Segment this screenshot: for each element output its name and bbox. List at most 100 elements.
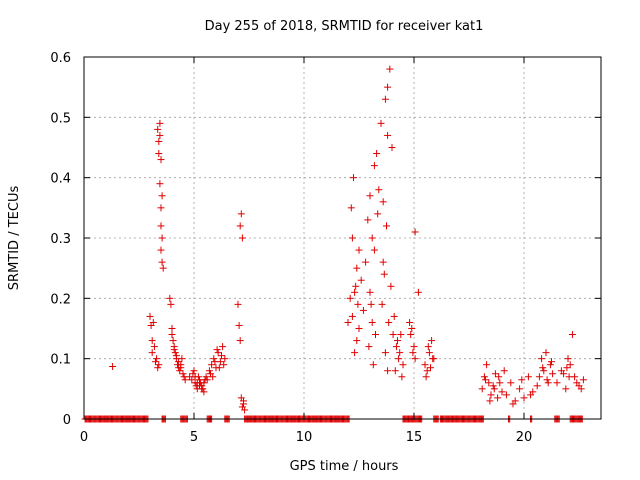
chart-title: Day 255 of 2018, SRMTID for receiver kat… — [205, 19, 484, 34]
data-point — [391, 367, 399, 375]
data-point — [348, 234, 356, 242]
data-point — [219, 343, 227, 351]
data-point — [357, 276, 365, 284]
data-point — [392, 343, 400, 351]
data-point — [383, 222, 390, 230]
data-point — [478, 385, 486, 393]
data-point — [498, 388, 506, 396]
data-point — [406, 318, 414, 326]
data-point — [527, 391, 535, 399]
data-point — [573, 379, 581, 387]
data-point — [368, 318, 376, 326]
data-point — [238, 234, 246, 242]
y-tick-label: 0 — [63, 413, 71, 428]
data-point — [211, 358, 219, 366]
data-point — [524, 373, 532, 381]
data-point — [235, 321, 243, 329]
data-point — [221, 355, 229, 363]
data-point — [365, 343, 373, 351]
data-point — [166, 294, 174, 302]
x-axis-label: GPS time / hours — [290, 459, 399, 474]
data-point — [407, 331, 415, 339]
data-point — [381, 349, 389, 357]
data-point — [496, 379, 504, 387]
data-point — [411, 355, 419, 363]
data-point — [410, 343, 418, 351]
data-point — [350, 174, 357, 182]
data-point — [548, 358, 555, 366]
data-point — [396, 349, 404, 357]
data-point — [486, 397, 494, 405]
data-point — [546, 361, 554, 369]
data-point — [347, 204, 355, 212]
data-point — [150, 343, 158, 351]
data-point — [359, 306, 367, 314]
data-point — [178, 355, 186, 363]
data-point — [568, 331, 576, 339]
data-point — [149, 318, 157, 326]
data-point — [429, 355, 437, 363]
data-point — [346, 294, 354, 302]
data-point — [354, 300, 362, 308]
data-point — [348, 312, 356, 320]
data-point — [386, 65, 394, 73]
data-point — [344, 318, 352, 326]
data-point — [388, 144, 396, 151]
data-point — [191, 373, 199, 381]
y-tick-label: 0.5 — [50, 111, 71, 126]
data-point — [152, 358, 159, 366]
data-point — [352, 282, 360, 290]
data-point — [362, 258, 370, 266]
data-point — [422, 373, 430, 381]
data-point — [489, 382, 497, 390]
y-tick-label: 0.1 — [50, 353, 71, 368]
data-point — [170, 346, 178, 354]
data-point — [414, 288, 422, 296]
data-point — [564, 355, 572, 363]
data-point — [200, 379, 208, 387]
data-point — [168, 325, 176, 332]
data-point — [394, 337, 401, 345]
data-point — [158, 258, 166, 266]
data-point — [353, 337, 361, 345]
data-point — [366, 192, 374, 200]
axis-ticks: 0 5 10 15 20 0 0.1 0.2 0.3 0.4 0.5 0.6 — [50, 51, 601, 445]
data-point — [540, 367, 548, 375]
data-point — [215, 364, 223, 372]
data-point — [181, 376, 189, 384]
data-point — [507, 379, 515, 387]
y-tick-label: 0.4 — [50, 172, 71, 187]
x-tick-label: 20 — [516, 430, 533, 445]
data-point — [364, 216, 372, 224]
data-point — [167, 300, 175, 308]
data-point — [109, 363, 117, 371]
data-point — [237, 394, 245, 402]
data-point — [179, 370, 187, 378]
data-point — [483, 361, 491, 369]
data-point — [366, 288, 374, 296]
data-point — [220, 361, 228, 369]
data-point — [398, 373, 406, 381]
data-point — [395, 355, 403, 363]
data-point — [502, 391, 510, 399]
data-point — [379, 198, 387, 206]
data-point — [214, 349, 222, 357]
data-point — [421, 361, 429, 369]
data-point — [237, 210, 245, 218]
data-point — [154, 125, 162, 133]
data-point — [490, 385, 498, 393]
data-point — [157, 156, 165, 164]
data-point — [563, 364, 571, 372]
data-point — [190, 367, 198, 375]
data-point — [171, 349, 179, 357]
data-point — [543, 376, 551, 384]
data-point — [378, 300, 386, 308]
data-point — [188, 376, 196, 384]
data-point — [169, 337, 177, 345]
x-tick-label: 10 — [296, 430, 313, 445]
data-point — [373, 150, 381, 158]
data-point — [509, 400, 517, 408]
data-point — [389, 331, 397, 339]
data-point — [175, 358, 183, 366]
